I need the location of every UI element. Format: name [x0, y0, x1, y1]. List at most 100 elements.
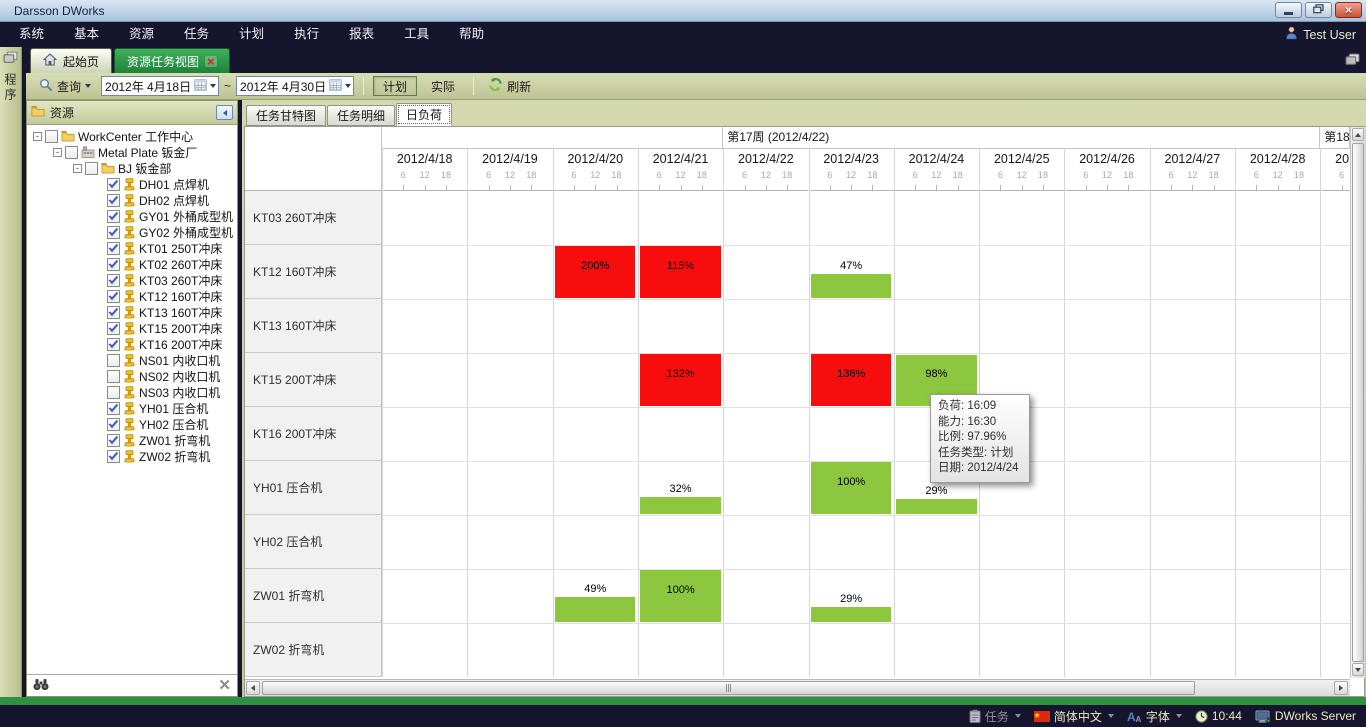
view-tab-任务明细[interactable]: 任务明细	[327, 105, 396, 126]
status-item-flag-cn[interactable]: 简体中文	[1033, 708, 1114, 725]
tree-item[interactable]: KT13 160T冲床	[27, 304, 237, 320]
scroll-up-button[interactable]	[1352, 128, 1364, 141]
tree-item[interactable]: GY02 外桶成型机	[27, 224, 237, 240]
tree-checkbox[interactable]	[107, 433, 120, 447]
date-label: 2012/4/21	[652, 152, 709, 166]
filter-close-icon[interactable]: ✕	[218, 676, 231, 694]
tree-checkbox[interactable]	[107, 193, 120, 207]
load-bar[interactable]	[640, 570, 721, 622]
tree-checkbox[interactable]	[107, 449, 120, 463]
plan-toggle-button[interactable]: 计划	[373, 76, 418, 96]
restore-button[interactable]	[1305, 2, 1332, 18]
user-area[interactable]: Test User	[1285, 22, 1356, 47]
tree-item[interactable]: KT15 200T冲床	[27, 320, 237, 336]
tree-checkbox[interactable]	[107, 417, 120, 431]
menu-item-资源[interactable]: 资源	[129, 27, 155, 41]
status-item-clock[interactable]: 10:44	[1195, 709, 1242, 723]
tree-checkbox[interactable]	[107, 353, 120, 367]
tree-item[interactable]: DH02 点焊机	[27, 192, 237, 208]
tab-close-icon[interactable]: ×	[205, 53, 217, 69]
scroll-down-button[interactable]	[1352, 663, 1364, 676]
status-item-font[interactable]: A A 字体	[1127, 708, 1182, 725]
load-bar[interactable]	[811, 354, 892, 406]
tree-checkbox[interactable]	[107, 369, 120, 383]
tree-checkbox[interactable]	[107, 209, 120, 223]
tree-expander-icon[interactable]: -	[33, 131, 42, 141]
vertical-scroll-thumb[interactable]	[1352, 143, 1364, 662]
load-bar[interactable]	[640, 246, 721, 298]
menu-item-工具[interactable]: 工具	[404, 27, 430, 41]
tab-resource-task-view[interactable]: 资源任务视图 ×	[114, 48, 230, 73]
menu-item-任务[interactable]: 任务	[184, 27, 210, 41]
tree-checkbox[interactable]	[85, 161, 98, 175]
view-tab-日负荷[interactable]: 日负荷	[396, 103, 453, 126]
tree-item[interactable]: - Metal Plate 钣金厂	[27, 144, 237, 160]
menu-item-帮助[interactable]: 帮助	[459, 27, 485, 41]
tree-item[interactable]: KT01 250T冲床	[27, 240, 237, 256]
horizontal-scroll-thumb[interactable]	[262, 681, 1195, 695]
load-bar[interactable]	[555, 246, 636, 298]
menu-item-执行[interactable]: 执行	[294, 27, 320, 41]
tree-item[interactable]: YH02 压合机	[27, 416, 237, 432]
tree-checkbox[interactable]	[107, 257, 120, 271]
tab-home[interactable]: 起始页	[30, 48, 113, 73]
tree-item[interactable]: GY01 外桶成型机	[27, 208, 237, 224]
status-item-server[interactable]: DWorks Server	[1255, 709, 1356, 723]
tree-item[interactable]: NS01 内收口机	[27, 352, 237, 368]
close-button[interactable]: ×	[1335, 2, 1362, 18]
tree-checkbox[interactable]	[107, 241, 120, 255]
tree-checkbox[interactable]	[107, 289, 120, 303]
tree-checkbox[interactable]	[45, 129, 58, 143]
tree-item[interactable]: - BJ 钣金部	[27, 160, 237, 176]
view-tab-任务甘特图[interactable]: 任务甘特图	[246, 105, 327, 126]
tree-item[interactable]: YH01 压合机	[27, 400, 237, 416]
tree-checkbox[interactable]	[107, 177, 120, 191]
date-to-input[interactable]: 2012年 4月30日	[236, 76, 355, 96]
menu-item-报表[interactable]: 报表	[349, 27, 375, 41]
tree-item[interactable]: - WorkCenter 工作中心	[27, 128, 237, 144]
binoculars-icon[interactable]	[33, 678, 49, 694]
tree-item[interactable]: KT16 200T冲床	[27, 336, 237, 352]
menu-item-系统[interactable]: 系统	[19, 27, 45, 41]
load-bar[interactable]	[811, 606, 892, 622]
menu-item-基本[interactable]: 基本	[74, 27, 100, 41]
query-button[interactable]: 查询	[34, 76, 96, 97]
tree-item[interactable]: ZW02 折弯机	[27, 448, 237, 464]
tree-expander-icon[interactable]: -	[73, 163, 82, 173]
status-item-clipboard[interactable]: 任务	[969, 708, 1021, 725]
load-bar[interactable]	[896, 498, 977, 514]
tree-checkbox[interactable]	[107, 225, 120, 239]
horizontal-scrollbar[interactable]	[245, 679, 1350, 696]
vertical-scrollbar[interactable]	[1350, 127, 1365, 678]
tree-item[interactable]: ZW01 折弯机	[27, 432, 237, 448]
tree-item[interactable]: DH01 点焊机	[27, 176, 237, 192]
date-from-input[interactable]: 2012年 4月18日	[101, 76, 220, 96]
tree-item[interactable]: KT03 260T冲床	[27, 272, 237, 288]
scroll-left-button[interactable]	[246, 681, 260, 695]
load-bar[interactable]	[811, 273, 892, 298]
tree-checkbox[interactable]	[65, 145, 78, 159]
load-bar[interactable]	[811, 462, 892, 514]
tree-checkbox[interactable]	[107, 321, 120, 335]
load-bar[interactable]	[555, 596, 636, 622]
menu-item-计划[interactable]: 计划	[239, 27, 265, 41]
collapse-panel-button[interactable]	[216, 105, 233, 120]
minimize-button[interactable]	[1275, 2, 1302, 18]
window-list-icon[interactable]	[1345, 53, 1360, 69]
load-bar[interactable]	[640, 354, 721, 406]
tree-checkbox[interactable]	[107, 273, 120, 287]
tree-checkbox[interactable]	[107, 385, 120, 399]
scroll-right-button[interactable]	[1334, 681, 1348, 695]
program-side-strip[interactable]: 程序	[0, 47, 22, 697]
tree-checkbox[interactable]	[107, 305, 120, 319]
tree-item[interactable]: KT02 260T冲床	[27, 256, 237, 272]
tree-item[interactable]: KT12 160T冲床	[27, 288, 237, 304]
tree-checkbox[interactable]	[107, 337, 120, 351]
actual-toggle-button[interactable]: 实际	[422, 76, 464, 96]
tree-item[interactable]: NS02 内收口机	[27, 368, 237, 384]
refresh-button[interactable]: 刷新	[483, 77, 536, 95]
load-bar[interactable]	[640, 497, 721, 514]
tree-expander-icon[interactable]: -	[53, 147, 62, 157]
tree-checkbox[interactable]	[107, 401, 120, 415]
tree-item[interactable]: NS03 内收口机	[27, 384, 237, 400]
